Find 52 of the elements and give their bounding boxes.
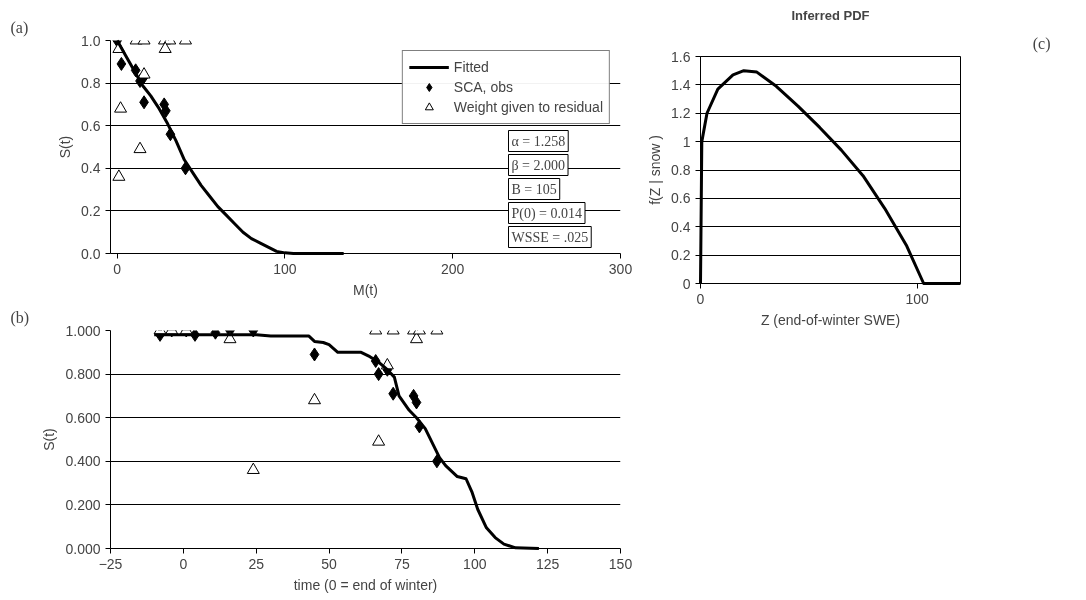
y-tick-label: 1 <box>682 133 691 150</box>
y-axis-title: S(t) <box>41 428 58 451</box>
y-tick-label: 1.4 <box>671 76 691 93</box>
y-tick-label: 1.000 <box>65 322 101 339</box>
x-tick-label: 150 <box>608 555 633 572</box>
text: (b) <box>10 308 30 327</box>
legend-label: SCA, obs <box>453 79 513 95</box>
y-tick-label: 0.6 <box>671 190 691 207</box>
legend-label: Weight given to residual <box>453 99 603 115</box>
y-tick-label: 0.2 <box>671 247 691 264</box>
annotation: P(0) = 0.014 <box>511 205 583 222</box>
y-tick-label: 0.2 <box>81 202 101 219</box>
x-tick-label: 75 <box>394 555 410 572</box>
x-tick-label: 125 <box>535 555 560 572</box>
text: (a) <box>10 18 29 37</box>
legend-label: Fitted <box>453 59 489 75</box>
x-tick-label: 100 <box>463 555 487 572</box>
x-axis-title: Z (end-of-winter SWE) <box>760 311 901 328</box>
chart-title: Inferred PDF <box>791 7 870 23</box>
x-tick-label: 50 <box>321 555 338 572</box>
annotation: α = 1.258 <box>511 133 566 149</box>
y-tick-label: 1.6 <box>671 48 691 65</box>
x-tick-label: 100 <box>905 290 930 307</box>
y-tick-label: 0.800 <box>65 366 101 383</box>
annotation: WSSE = .025 <box>511 229 589 245</box>
annotation: B = 105 <box>511 181 557 197</box>
x-tick-label: 100 <box>273 260 297 277</box>
y-tick-label: 0.8 <box>671 162 691 178</box>
y-tick-label: 1.2 <box>671 105 691 122</box>
y-tick-label: 0.400 <box>65 453 101 470</box>
y-tick-label: 0 <box>682 275 691 292</box>
y-tick-label: 0.8 <box>81 75 101 92</box>
y-axis-title: f(Z | snow ) <box>647 135 664 205</box>
y-tick-label: 0.600 <box>65 409 101 426</box>
y-tick-label: 0.4 <box>81 160 101 177</box>
y-tick-label: 0.200 <box>65 496 101 513</box>
y-axis-title: S(t) <box>57 135 74 159</box>
x-tick-label: 300 <box>608 260 633 277</box>
x-axis-title: M(t) <box>353 281 378 298</box>
x-tick-label: 25 <box>248 555 265 572</box>
x-tick-label: 0 <box>113 260 122 277</box>
x-axis-title: time (0 = end of winter) <box>293 576 438 593</box>
y-tick-label: 1.0 <box>81 32 101 49</box>
annotation: β = 2.000 <box>511 157 566 173</box>
y-tick-label: 0.0 <box>81 245 101 262</box>
y-tick-label: 0.4 <box>671 218 691 235</box>
x-tick-label: 200 <box>441 260 465 277</box>
y-tick-label: 0.000 <box>65 540 101 557</box>
y-tick-label: 0.6 <box>81 117 101 134</box>
x-tick-label: −25 <box>98 555 123 572</box>
x-tick-label: 0 <box>179 555 188 572</box>
text: (c) <box>1032 34 1051 53</box>
